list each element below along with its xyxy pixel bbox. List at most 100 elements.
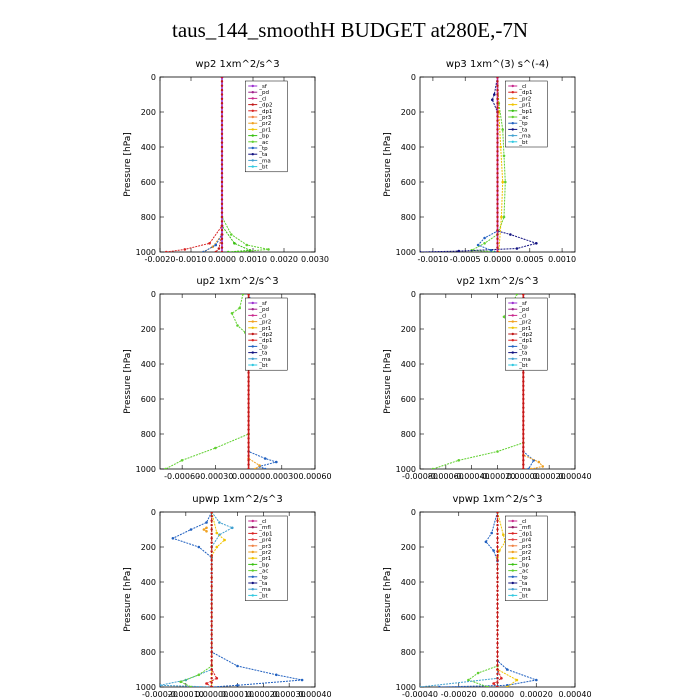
profile-marker bbox=[210, 593, 213, 597]
legend-label: _sf bbox=[258, 301, 268, 307]
legend-marker bbox=[251, 569, 254, 572]
profile-marker bbox=[496, 158, 499, 162]
profile-marker bbox=[220, 215, 224, 219]
legend-label: _dp1 bbox=[258, 338, 272, 344]
profile-marker bbox=[522, 432, 525, 436]
legend-marker bbox=[251, 134, 254, 137]
profile-marker bbox=[496, 128, 499, 131]
profile-marker bbox=[522, 371, 525, 374]
legend-label: _pr1 bbox=[518, 326, 531, 332]
chart-title: vpwp 1xm^2/s^3 bbox=[452, 494, 542, 505]
data-point bbox=[241, 294, 245, 296]
y-tick-label: 200 bbox=[141, 325, 156, 334]
profile-marker bbox=[210, 650, 213, 654]
legend-marker bbox=[511, 345, 514, 348]
data-point bbox=[208, 242, 211, 245]
profile-marker bbox=[247, 389, 250, 392]
profile-marker bbox=[496, 512, 499, 514]
profile-marker bbox=[496, 624, 499, 627]
legend-marker bbox=[511, 326, 514, 329]
profile-marker bbox=[496, 550, 499, 553]
profile-marker bbox=[522, 459, 525, 462]
legend-label: _dp1 bbox=[518, 90, 532, 96]
data-point bbox=[501, 128, 504, 131]
profile-marker bbox=[522, 450, 525, 453]
profile-marker bbox=[247, 410, 250, 414]
y-tick-label: 200 bbox=[141, 108, 156, 117]
profile-marker bbox=[522, 389, 525, 392]
data-point bbox=[300, 678, 304, 682]
chart-title: upwp 1xm^2/s^3 bbox=[192, 494, 282, 505]
profile-marker bbox=[496, 137, 499, 140]
x-tick-label: -0.00080 bbox=[402, 472, 438, 481]
data-point bbox=[245, 243, 249, 247]
legend-label: _bp bbox=[258, 562, 269, 568]
profile-marker bbox=[522, 415, 525, 418]
data-point bbox=[230, 233, 233, 236]
profile-marker bbox=[496, 145, 499, 149]
profile-marker bbox=[496, 193, 499, 197]
legend-label: _pr3 bbox=[258, 115, 272, 121]
x-tick-label: -0.00060 bbox=[164, 472, 200, 481]
legend-marker bbox=[511, 581, 514, 585]
data-point bbox=[438, 685, 441, 687]
profile-marker bbox=[210, 642, 213, 645]
profile-marker bbox=[210, 685, 213, 687]
legend-label: _ta bbox=[518, 581, 527, 587]
plot-frame bbox=[159, 293, 316, 470]
data-point bbox=[236, 664, 239, 668]
profile-marker bbox=[210, 668, 213, 671]
legend-label: _bp bbox=[258, 134, 269, 140]
data-point bbox=[420, 685, 422, 687]
y-tick-label: 600 bbox=[141, 178, 156, 187]
data-point bbox=[267, 248, 270, 251]
profile-marker bbox=[496, 202, 499, 206]
legend-label: _ma bbox=[518, 134, 530, 140]
profile-marker bbox=[496, 567, 499, 571]
legend-label: _ma bbox=[518, 587, 530, 593]
data-point bbox=[496, 450, 499, 453]
data-point bbox=[189, 685, 193, 687]
profile-marker bbox=[247, 419, 250, 423]
legend-marker bbox=[251, 84, 254, 88]
profile-marker bbox=[247, 432, 250, 436]
profile-marker bbox=[210, 576, 213, 579]
y-tick-label: 0 bbox=[411, 508, 416, 517]
profile-marker bbox=[496, 250, 499, 252]
data-point bbox=[275, 673, 278, 677]
x-tick-label: -0.00020 bbox=[480, 472, 516, 481]
chart-wp2: wp2 1xm^2/s^3 0 200 400 600 800 1000-0.0020 -0.… bbox=[123, 59, 329, 264]
legend-label: _ma bbox=[258, 587, 270, 593]
profile-marker bbox=[247, 402, 250, 405]
profile-marker bbox=[220, 176, 224, 179]
x-tick-label: 0.00020 bbox=[247, 690, 280, 699]
profile-marker bbox=[522, 406, 525, 409]
profile-marker bbox=[210, 607, 213, 610]
profile-marker bbox=[496, 84, 499, 87]
legend-label: _ta bbox=[258, 152, 267, 158]
legend-label: _ma bbox=[518, 357, 530, 363]
data-point bbox=[236, 324, 239, 327]
data-point bbox=[498, 549, 501, 552]
x-tick-label: 0.00000 bbox=[195, 690, 228, 699]
profile-marker bbox=[247, 393, 250, 396]
legend-marker bbox=[511, 532, 514, 535]
profile-marker bbox=[220, 224, 224, 227]
legend-label: _dp2 bbox=[258, 332, 272, 338]
profile-marker bbox=[496, 602, 499, 606]
profile-marker bbox=[220, 80, 224, 83]
legend-label: _bt bbox=[518, 363, 528, 369]
y-tick-label: 400 bbox=[141, 578, 156, 587]
plot-frame bbox=[159, 511, 316, 688]
profile-marker bbox=[522, 454, 525, 458]
chart-up2: up2 1xm^2/s^3 0 200 400 600 800 1000 -0.00060-0… bbox=[123, 276, 332, 481]
legend-marker bbox=[511, 357, 514, 360]
legend-label: _pr1 bbox=[258, 127, 271, 133]
data-point bbox=[223, 538, 226, 542]
profile-marker bbox=[220, 150, 224, 153]
profile-marker bbox=[210, 545, 213, 549]
data-point bbox=[180, 459, 184, 462]
legend-box bbox=[245, 80, 288, 173]
profile-marker bbox=[210, 677, 213, 680]
profile-marker bbox=[220, 250, 224, 252]
